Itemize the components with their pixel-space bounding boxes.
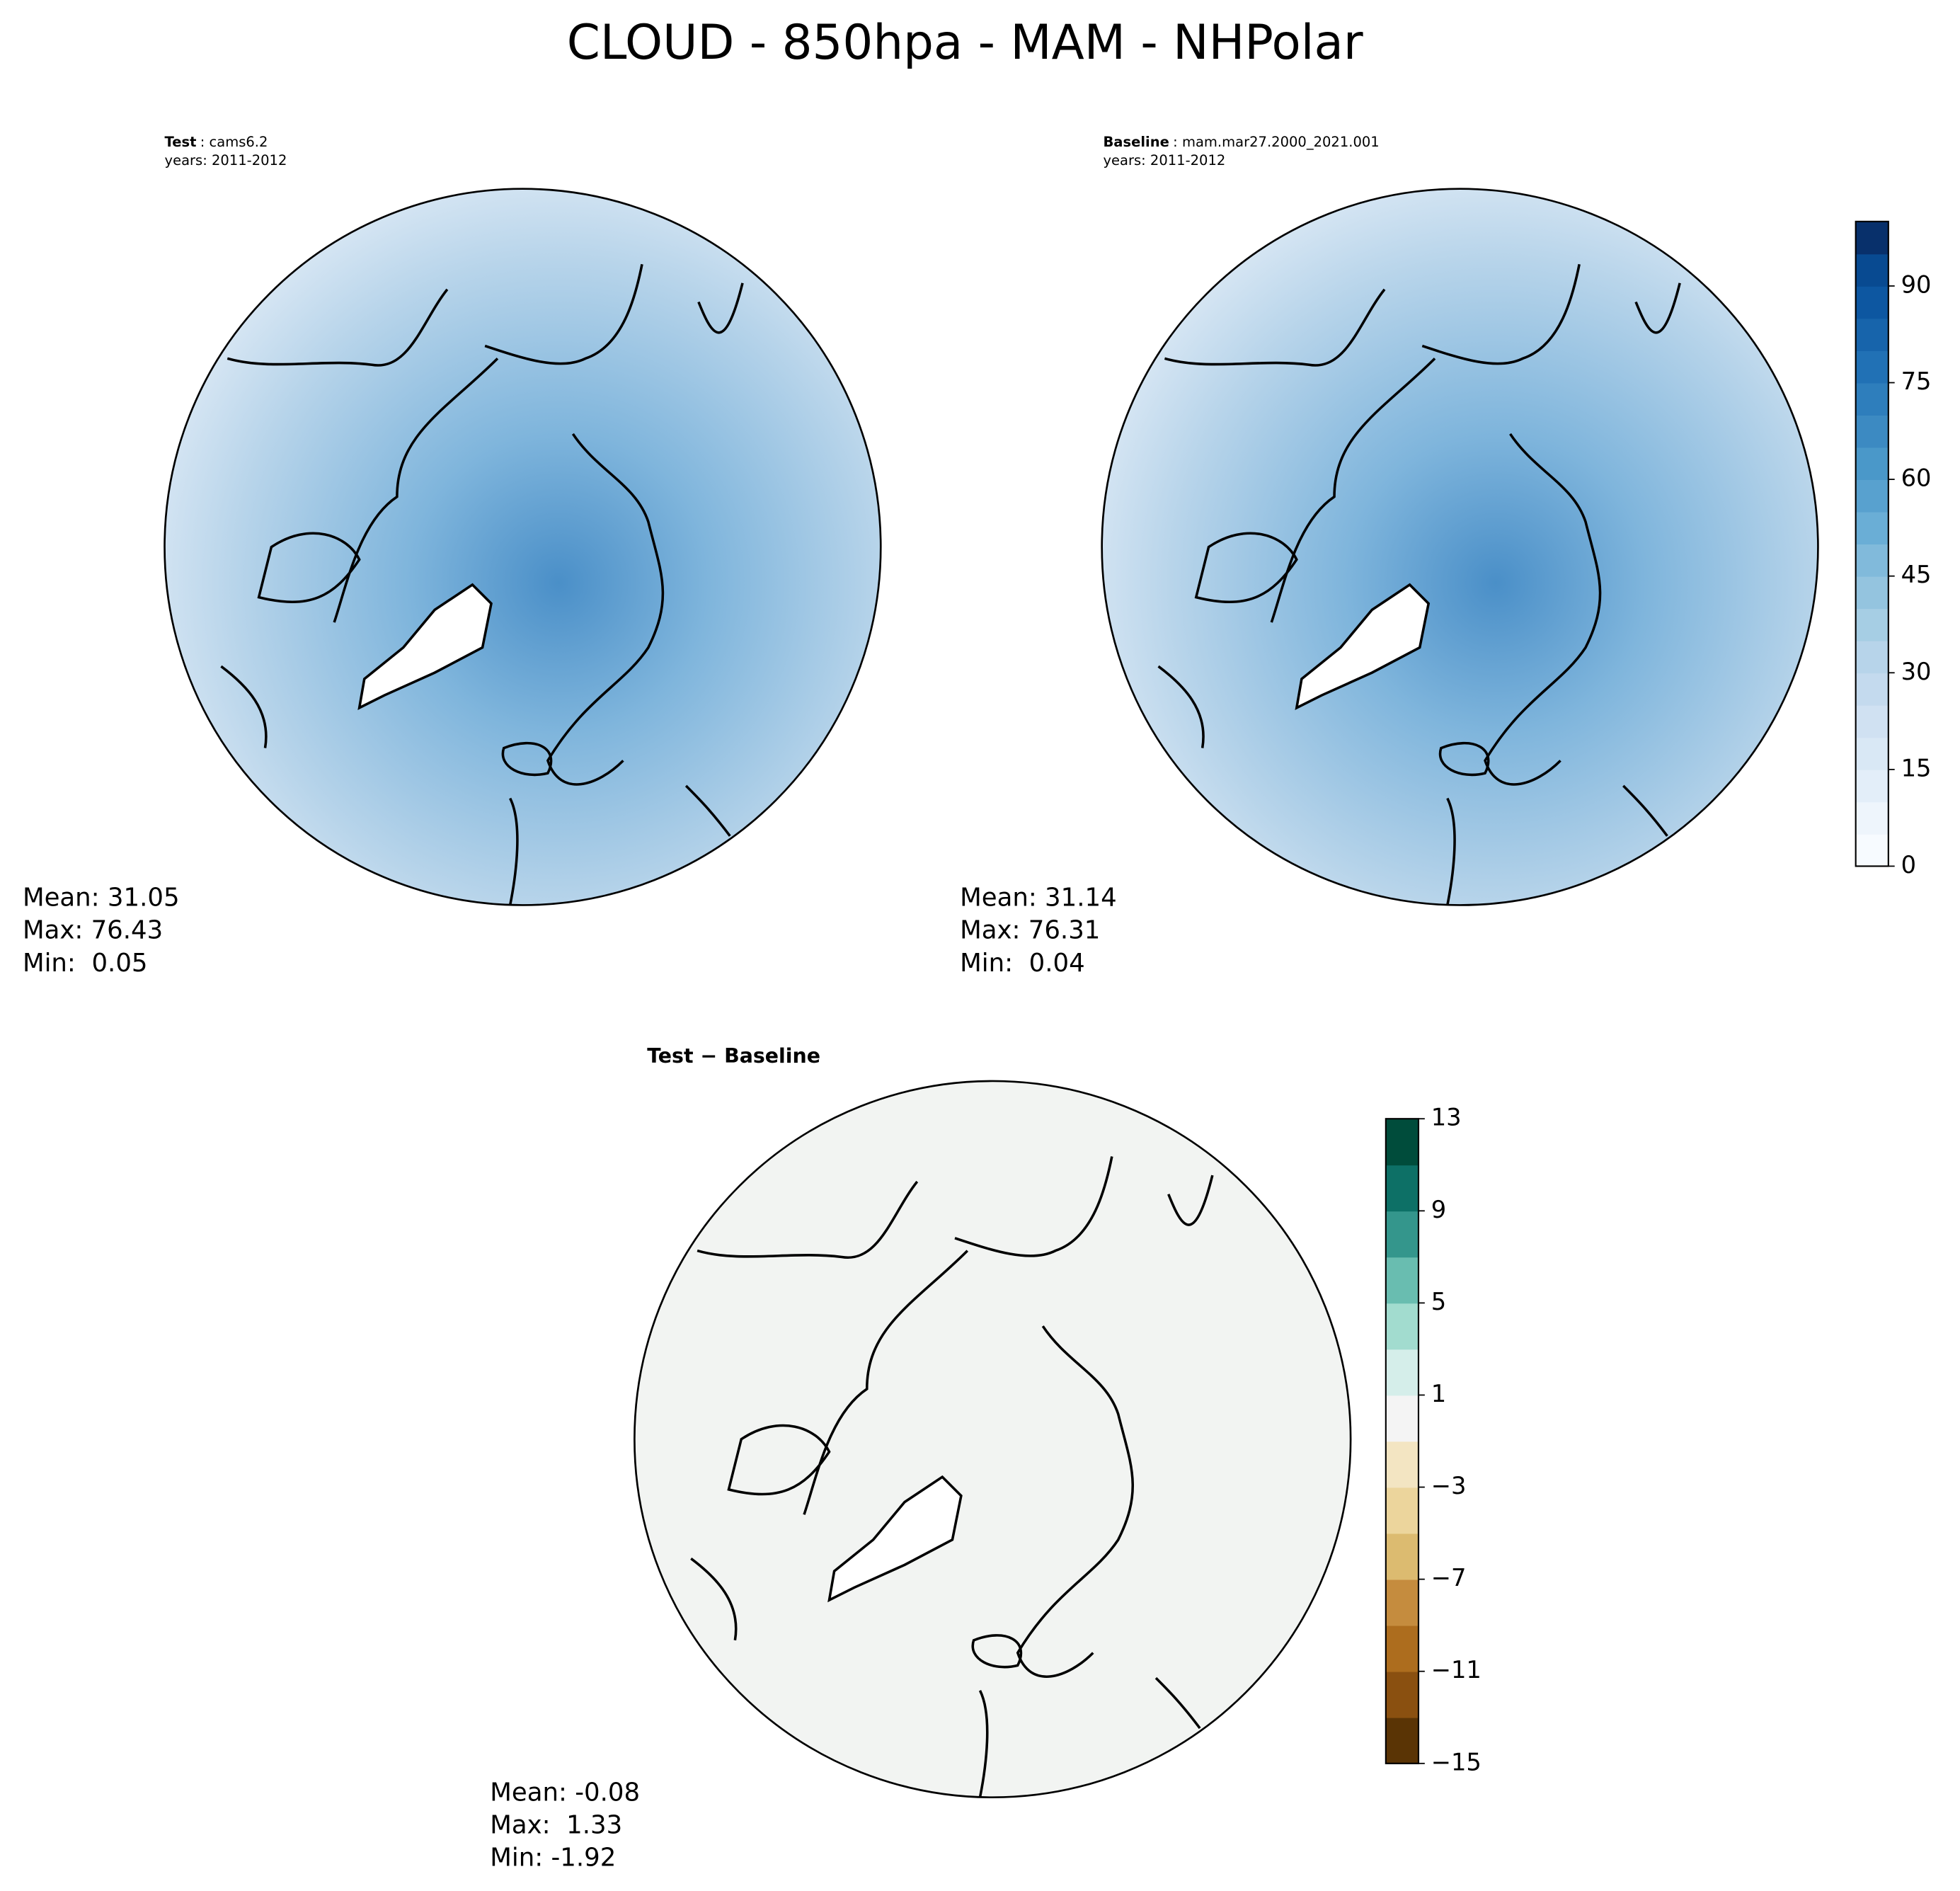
stat-line: Mean: -0.08 bbox=[490, 1778, 640, 1807]
colorbar-band bbox=[1855, 769, 1889, 803]
stat-line: Max: 76.31 bbox=[960, 916, 1100, 945]
panel-header: Baseline: mam.mar27.2000_2021.001 bbox=[1103, 134, 1379, 150]
colorbar-tick-label: 90 bbox=[1901, 270, 1932, 298]
stat-line: Mean: 31.14 bbox=[960, 884, 1117, 913]
colorbar-band bbox=[1855, 833, 1889, 867]
colorbar-band bbox=[1855, 737, 1889, 770]
colorbar-frame bbox=[1385, 1118, 1420, 1764]
panel-label: Baseline bbox=[1103, 134, 1169, 150]
panel-text: : cams6.2 bbox=[200, 134, 268, 150]
panel-title: Test − Baseline bbox=[647, 1044, 820, 1068]
colorbar-band bbox=[1855, 673, 1889, 706]
colorbar-band bbox=[1385, 1717, 1419, 1764]
colorbar-band bbox=[1385, 1533, 1419, 1580]
colorbar-band bbox=[1855, 285, 1889, 319]
colorbar-band bbox=[1855, 318, 1889, 351]
panel-header: Test: cams6.2 bbox=[165, 134, 268, 150]
panel-label: Test bbox=[165, 134, 197, 150]
map-disk bbox=[164, 188, 881, 905]
colorbar-tick-label: −15 bbox=[1431, 1748, 1482, 1776]
colorbar-tick-label: 13 bbox=[1431, 1104, 1462, 1131]
colorbar-band bbox=[1855, 350, 1889, 384]
colorbar-frame bbox=[1855, 220, 1889, 867]
colorbar-band bbox=[1855, 640, 1889, 674]
stat-line: Max: 1.33 bbox=[490, 1811, 622, 1840]
colorbar-tick-label: −3 bbox=[1431, 1472, 1467, 1499]
stat-line: Max: 76.43 bbox=[23, 916, 163, 945]
colorbar-band bbox=[1855, 544, 1889, 577]
figure-title: CLOUD - 850hpa - MAM - NHPolar bbox=[567, 14, 1363, 70]
colorbar-band bbox=[1385, 1395, 1419, 1442]
panel-text: : mam.mar27.2000_2021.001 bbox=[1173, 134, 1380, 150]
colorbar-band bbox=[1385, 1487, 1419, 1534]
colorbar-band bbox=[1385, 1211, 1419, 1258]
map-disk bbox=[1101, 188, 1818, 905]
stat-line: Mean: 31.05 bbox=[23, 884, 180, 913]
colorbar-tick-label: 30 bbox=[1901, 658, 1932, 685]
colorbar-tick-label: 75 bbox=[1901, 367, 1932, 395]
colorbar-band bbox=[1385, 1119, 1419, 1166]
colorbar-band bbox=[1385, 1579, 1419, 1626]
colorbar-band bbox=[1855, 415, 1889, 448]
colorbar-tick-label: −7 bbox=[1431, 1564, 1467, 1592]
colorbar-band bbox=[1385, 1165, 1419, 1212]
colorbar-tick-label: 60 bbox=[1901, 464, 1932, 492]
colorbar-band bbox=[1855, 253, 1889, 287]
map-disk bbox=[634, 1080, 1351, 1798]
colorbar-tick-label: 0 bbox=[1901, 851, 1916, 879]
colorbar-band bbox=[1855, 511, 1889, 545]
colorbar-band bbox=[1385, 1349, 1419, 1396]
panel-years: years: 2011-2012 bbox=[165, 152, 287, 168]
colorbar-band bbox=[1385, 1441, 1419, 1488]
colorbar-band bbox=[1385, 1303, 1419, 1350]
map-boundary bbox=[164, 188, 882, 906]
colorbar-tick-label: 9 bbox=[1431, 1196, 1446, 1223]
colorbar-tick-label: −11 bbox=[1431, 1656, 1482, 1684]
colorbar-band bbox=[1855, 704, 1889, 738]
map-boundary bbox=[634, 1080, 1352, 1799]
colorbar-band bbox=[1855, 576, 1889, 610]
colorbar-band bbox=[1855, 221, 1889, 255]
panel-years: years: 2011-2012 bbox=[1103, 152, 1225, 168]
colorbar-band bbox=[1855, 608, 1889, 641]
colorbar-tick-label: 1 bbox=[1431, 1380, 1446, 1407]
colorbar-tick-label: 5 bbox=[1431, 1288, 1446, 1315]
colorbar-band bbox=[1855, 479, 1889, 513]
stat-line: Min: -1.92 bbox=[490, 1844, 616, 1873]
colorbar-band bbox=[1385, 1671, 1419, 1718]
colorbar-band bbox=[1385, 1625, 1419, 1672]
colorbar-band bbox=[1855, 447, 1889, 480]
colorbar-band bbox=[1385, 1257, 1419, 1304]
colorbar-tick-label: 15 bbox=[1901, 754, 1932, 782]
colorbar-band bbox=[1855, 382, 1889, 416]
stat-line: Min: 0.05 bbox=[23, 949, 148, 978]
colorbar-tick-label: 45 bbox=[1901, 561, 1932, 588]
stat-line: Min: 0.04 bbox=[960, 949, 1085, 978]
map-boundary bbox=[1101, 188, 1819, 906]
colorbar-band bbox=[1855, 801, 1889, 835]
